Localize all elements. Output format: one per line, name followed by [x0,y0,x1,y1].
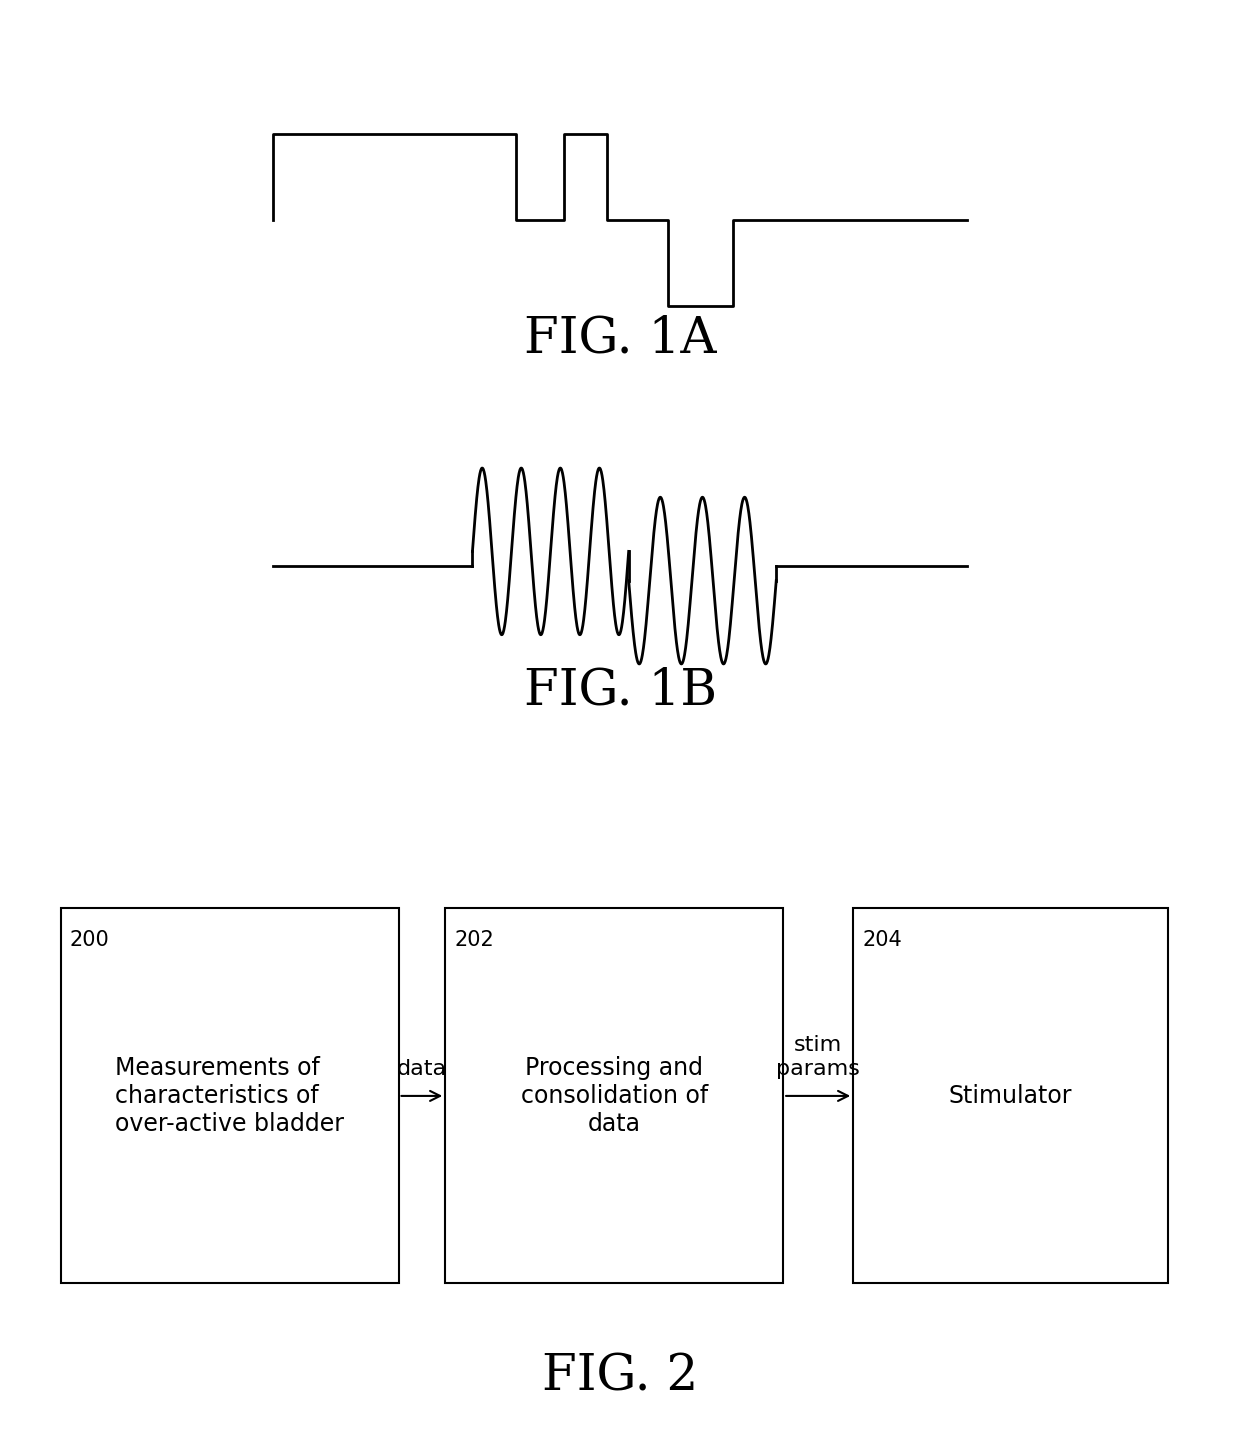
Bar [445,908,784,1283]
Text: Processing and
consolidation of
data: Processing and consolidation of data [521,1056,708,1136]
Bar [61,908,398,1283]
Text: Stimulator: Stimulator [949,1084,1073,1107]
Text: data: data [397,1058,446,1079]
Text: 200: 200 [69,930,109,950]
Text: FIG. 1A: FIG. 1A [523,314,717,363]
Text: 204: 204 [863,930,903,950]
Text: Measurements of
characteristics of
over-active bladder: Measurements of characteristics of over-… [115,1056,343,1136]
Text: 202: 202 [455,930,495,950]
Bar [853,908,1168,1283]
Text: FIG. 1B: FIG. 1B [523,666,717,715]
Text: stim
params: stim params [776,1035,861,1079]
Text: FIG. 2: FIG. 2 [542,1353,698,1402]
